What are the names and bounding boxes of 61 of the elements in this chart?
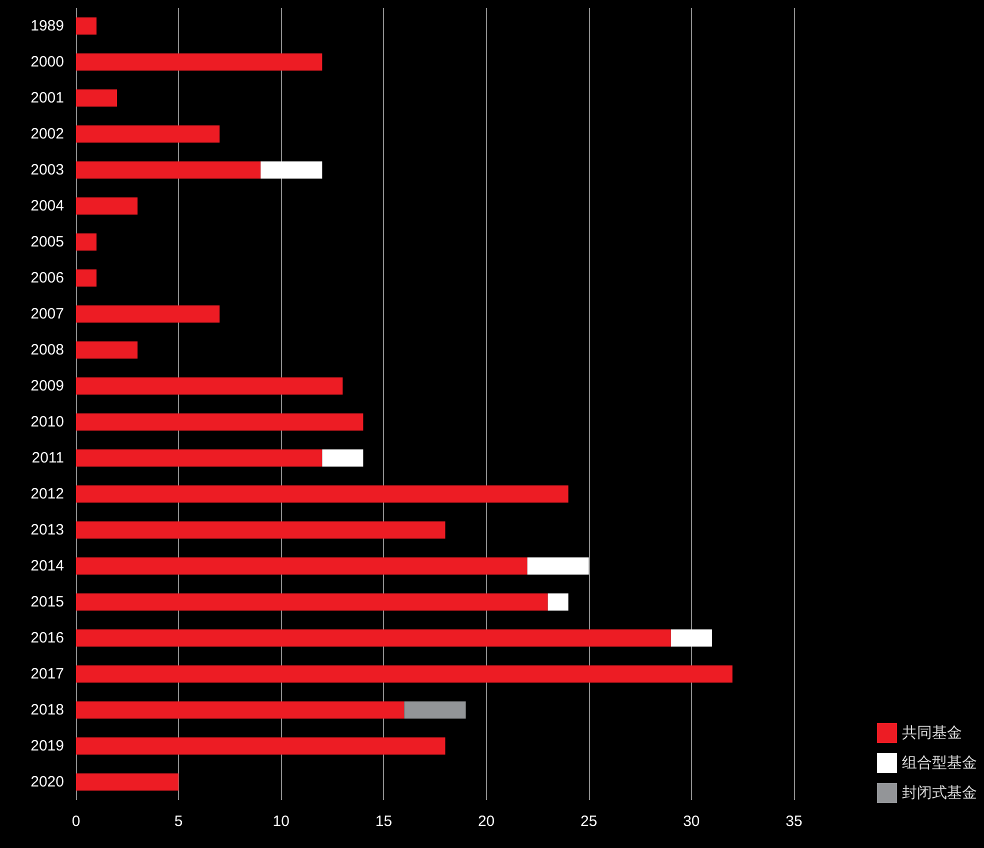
- x-tick-label: 0: [72, 813, 80, 830]
- y-tick-label: 2016: [30, 630, 64, 646]
- bar: [76, 341, 138, 359]
- y-tick-label: 2000: [30, 54, 64, 70]
- bar: [527, 557, 589, 575]
- y-tick-label: 2001: [30, 90, 64, 106]
- y-tick-label: 2007: [30, 306, 64, 322]
- y-tick-label: 2017: [30, 666, 64, 682]
- y-tick-label: 2013: [30, 522, 64, 538]
- bar: [76, 737, 446, 755]
- x-tick-label: 30: [683, 813, 700, 830]
- y-tick-label: 2019: [30, 738, 64, 754]
- x-tick-label: 10: [272, 813, 290, 830]
- bar: [76, 557, 528, 575]
- bar: [322, 449, 364, 467]
- y-tick-label: 2004: [30, 198, 64, 214]
- y-tick-label: 2006: [30, 270, 64, 286]
- y-tick-label: 2014: [30, 558, 64, 574]
- bar: [76, 629, 671, 647]
- y-tick-label: 2012: [30, 486, 64, 502]
- bar: [76, 701, 404, 719]
- bar: [76, 161, 261, 179]
- y-tick-label: 1989: [30, 18, 64, 34]
- bar: [76, 197, 138, 215]
- legend-label: 共同基金: [902, 724, 962, 742]
- bar: [548, 593, 568, 611]
- y-tick-label: 2005: [30, 234, 64, 250]
- bar: [670, 629, 712, 647]
- y-tick-label: 2020: [30, 774, 64, 790]
- y-tick-label: 2003: [30, 162, 64, 178]
- bar: [404, 701, 466, 719]
- x-tick-label: 15: [375, 813, 392, 830]
- legend-label: 封闭式基金: [902, 784, 977, 802]
- y-tick-label: 2018: [30, 702, 64, 718]
- bar: [76, 377, 343, 395]
- bar: [76, 593, 548, 611]
- bar: [76, 521, 446, 539]
- legend-label: 组合型基金: [902, 754, 977, 772]
- y-tick-label: 2011: [32, 450, 64, 466]
- bar: [76, 665, 732, 683]
- bar: [76, 413, 364, 431]
- y-tick-label: 2010: [30, 414, 64, 430]
- x-tick-label: 25: [580, 813, 598, 830]
- bar: [76, 269, 97, 287]
- y-tick-label: 2009: [30, 378, 64, 394]
- x-tick-label: 20: [478, 813, 495, 830]
- bar: [76, 233, 97, 251]
- bar: [76, 53, 322, 71]
- x-tick-label: 5: [174, 813, 183, 830]
- bar: [76, 773, 179, 791]
- x-tick-label: 35: [786, 813, 802, 830]
- y-tick-label: 2002: [30, 126, 64, 142]
- bar: [76, 305, 220, 323]
- bar: [260, 161, 322, 179]
- bar: [76, 449, 322, 467]
- y-tick-label: 2015: [30, 594, 64, 610]
- bar: [76, 125, 220, 143]
- bar: [76, 485, 568, 503]
- bar: [76, 17, 97, 35]
- y-tick-label: 2008: [30, 342, 64, 358]
- bar: [76, 89, 118, 107]
